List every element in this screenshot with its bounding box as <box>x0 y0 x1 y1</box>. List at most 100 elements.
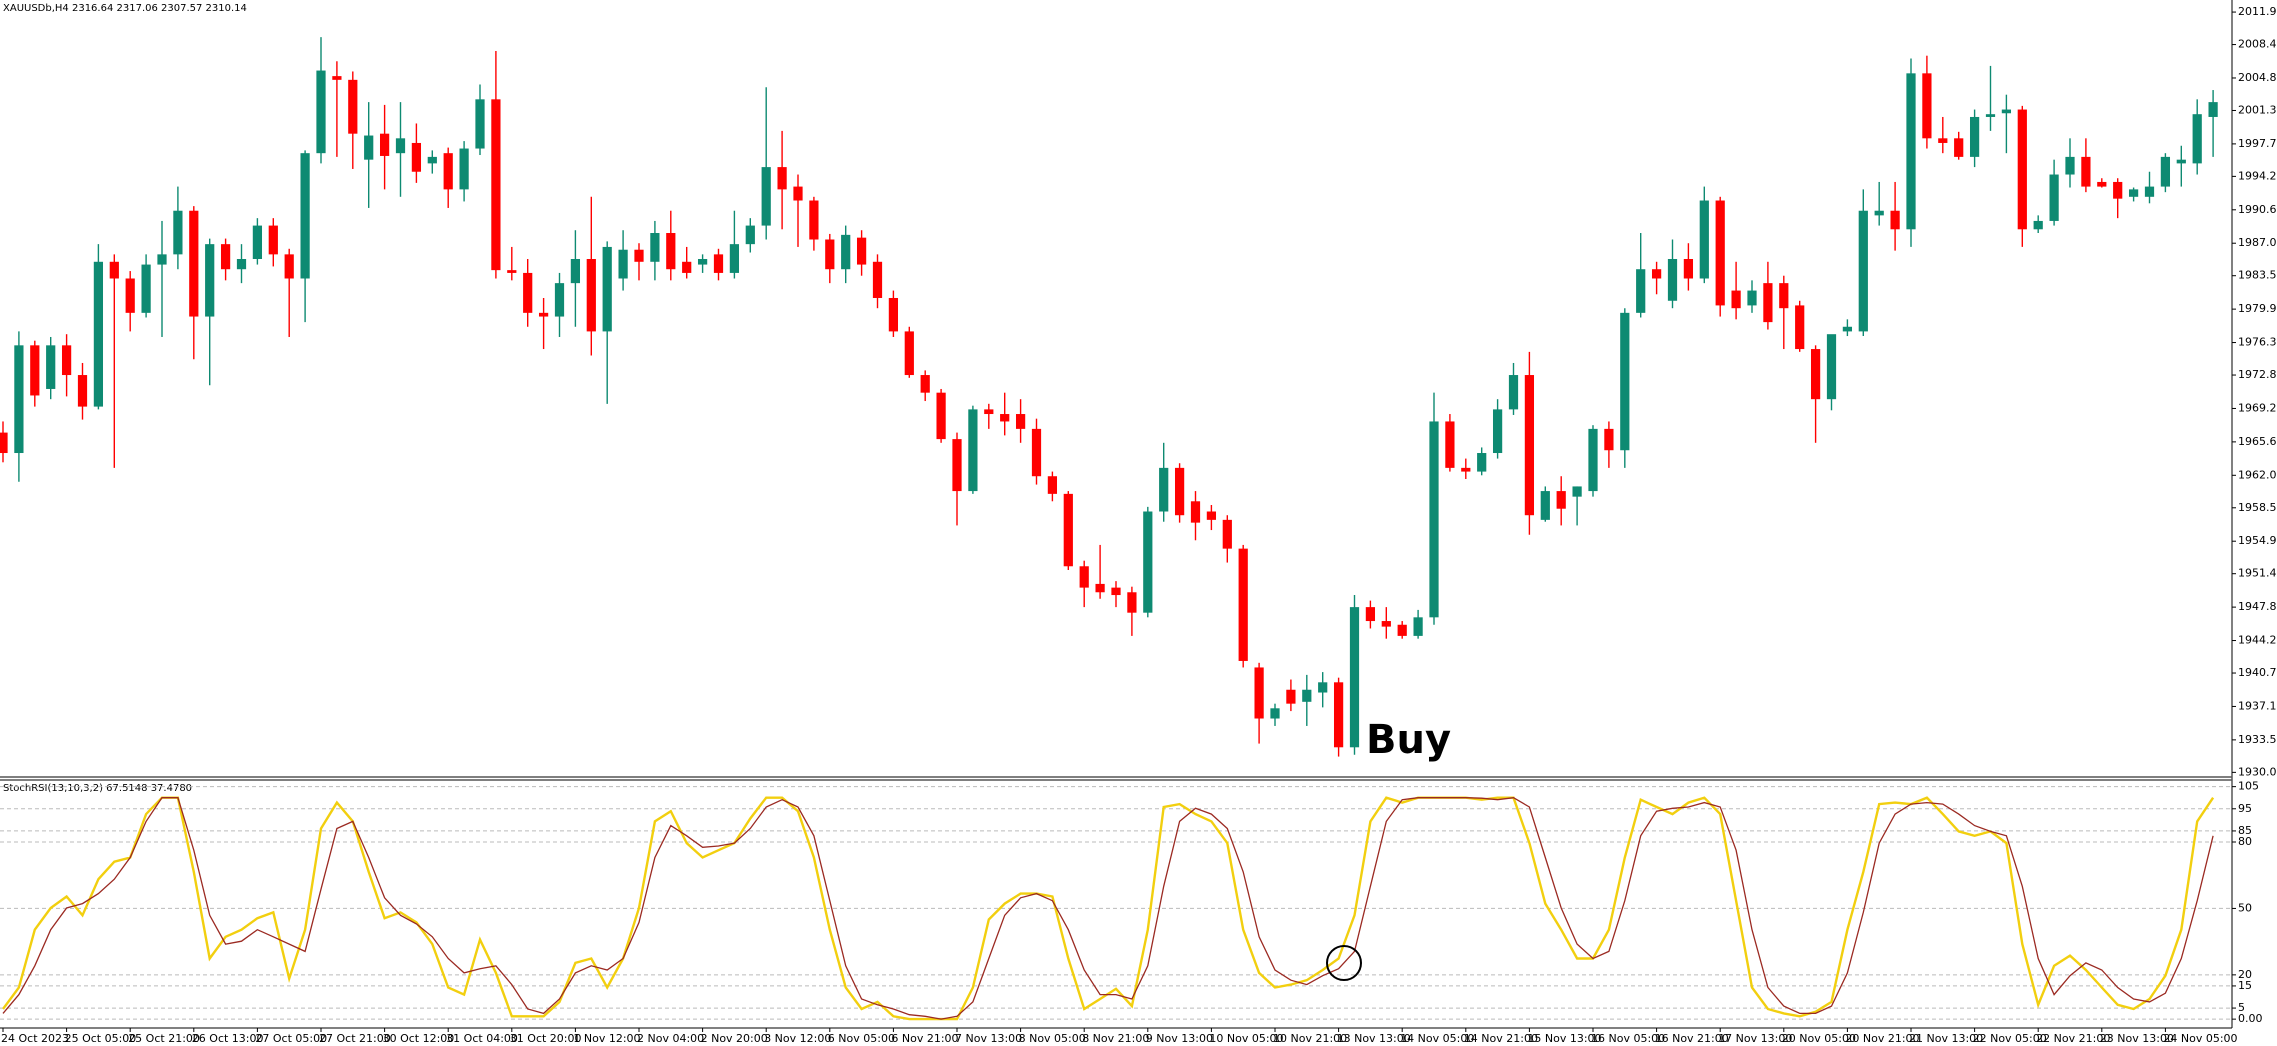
candle-body <box>427 156 437 164</box>
x-tick-label: 31 Oct 20:00 <box>510 1032 582 1045</box>
x-tick-label: 16 Nov 21:00 <box>1655 1032 1729 1045</box>
candle-body <box>1667 259 1678 301</box>
candle-body <box>0 432 8 454</box>
y-tick-label: 1933.50 <box>2238 733 2277 746</box>
y-tick-label: 20 <box>2238 968 2252 981</box>
x-tick-label: 27 Oct 21:00 <box>319 1032 391 1045</box>
candle-body <box>1954 138 1964 157</box>
candle-body <box>2176 159 2186 164</box>
y-tick-label: 2011.90 <box>2238 5 2277 18</box>
indicator-title: StochRSI(13,10,3,2) 67.5148 37.4780 <box>3 783 192 794</box>
candle-body <box>856 237 867 265</box>
candle-body <box>745 225 755 245</box>
y-tick-label: 2004.80 <box>2238 71 2277 84</box>
candle-body <box>1318 682 1328 693</box>
candle-body <box>1969 116 1980 157</box>
candle-body <box>220 244 231 270</box>
x-tick-label: 23 Nov 13:00 <box>2100 1032 2174 1045</box>
candle-body <box>1079 566 1089 588</box>
candle-body <box>1445 421 1455 468</box>
x-tick-label: 30 Oct 12:00 <box>383 1032 455 1045</box>
candle-body <box>666 233 676 270</box>
candle-body <box>1508 375 1519 410</box>
candle-body <box>1747 290 1757 306</box>
candle-body <box>1858 210 1868 332</box>
candle-body <box>30 345 40 396</box>
y-tick-label: 1965.60 <box>2238 435 2277 448</box>
candle-body <box>252 225 263 259</box>
candle-body <box>77 375 88 407</box>
y-tick-label: 1930.00 <box>2238 765 2277 778</box>
candle-body <box>888 297 899 332</box>
candle-body <box>761 167 771 226</box>
x-tick-label: 14 Nov 05:00 <box>1400 1032 1474 1045</box>
candle-body <box>729 244 740 273</box>
candle-body <box>904 331 914 376</box>
candle-body <box>475 99 485 149</box>
candle-body <box>1890 210 1900 230</box>
candle-body <box>1874 210 1884 216</box>
candle-body <box>395 138 406 154</box>
y-tick-label: 1969.20 <box>2238 401 2277 414</box>
candle-body <box>793 186 803 201</box>
candle-body <box>1906 73 1916 230</box>
candle-body <box>809 200 819 240</box>
y-tick-label: 95 <box>2238 802 2252 815</box>
candle-body <box>109 261 119 279</box>
candle-body <box>968 409 978 492</box>
candle-body <box>2128 189 2139 197</box>
x-tick-label: 10 Nov 05:00 <box>1209 1032 1283 1045</box>
candle-body <box>2208 102 2218 117</box>
x-tick-label: 2 Nov 20:00 <box>701 1032 768 1045</box>
x-tick-label: 13 Nov 13:00 <box>1337 1032 1411 1045</box>
candle-body <box>157 254 167 265</box>
y-tick-label: 1994.20 <box>2238 169 2277 182</box>
candle-body <box>1222 519 1232 549</box>
candle-body <box>236 259 247 270</box>
x-tick-label: 9 Nov 13:00 <box>1146 1032 1213 1045</box>
x-tick-label: 22 Nov 05:00 <box>1973 1032 2047 1045</box>
y-tick-label: 1940.70 <box>2238 666 2277 679</box>
candle-body <box>936 392 946 440</box>
candle-body <box>1159 467 1169 512</box>
x-tick-label: 20 Nov 05:00 <box>1782 1032 1856 1045</box>
x-tick-label: 1 Nov 12:00 <box>573 1032 640 1045</box>
x-tick-label: 27 Oct 05:00 <box>255 1032 327 1045</box>
candle-body <box>618 249 628 279</box>
candle-body <box>411 142 422 172</box>
y-tick-label: 80 <box>2238 835 2252 848</box>
candle-body <box>379 133 390 156</box>
candle-body <box>1063 493 1073 567</box>
candle-body <box>1397 624 1407 636</box>
candle-body <box>1143 511 1153 613</box>
x-tick-label: 22 Nov 21:00 <box>2036 1032 2110 1045</box>
candle-body <box>268 225 278 255</box>
candle-body <box>205 244 215 317</box>
y-tick-label: 1954.90 <box>2238 534 2277 547</box>
x-tick-label: 3 Nov 12:00 <box>764 1032 831 1045</box>
candle-body <box>1238 548 1248 661</box>
candle-body <box>920 375 930 393</box>
candle-body <box>1715 200 1725 306</box>
x-tick-label: 24 Nov 05:00 <box>2163 1032 2237 1045</box>
candle-body <box>2113 181 2123 199</box>
candle-body <box>2192 114 2202 164</box>
candle-body <box>1429 421 1439 618</box>
candle-body <box>1795 305 1805 350</box>
candle-body <box>538 312 549 317</box>
candle-body <box>173 210 183 255</box>
candle-body <box>697 259 708 265</box>
candle-body <box>14 345 24 454</box>
y-tick-label: 15 <box>2238 979 2252 992</box>
x-tick-label: 14 Nov 21:00 <box>1464 1032 1538 1045</box>
candle-body <box>682 261 692 273</box>
candle-body <box>284 254 294 279</box>
candle-body <box>1588 428 1598 492</box>
candle-body <box>1254 667 1264 719</box>
x-tick-label: 21 Nov 13:00 <box>1909 1032 1983 1045</box>
candle-body <box>1190 501 1201 523</box>
y-tick-label: 85 <box>2238 824 2252 837</box>
x-tick-label: 8 Nov 21:00 <box>1082 1032 1149 1045</box>
